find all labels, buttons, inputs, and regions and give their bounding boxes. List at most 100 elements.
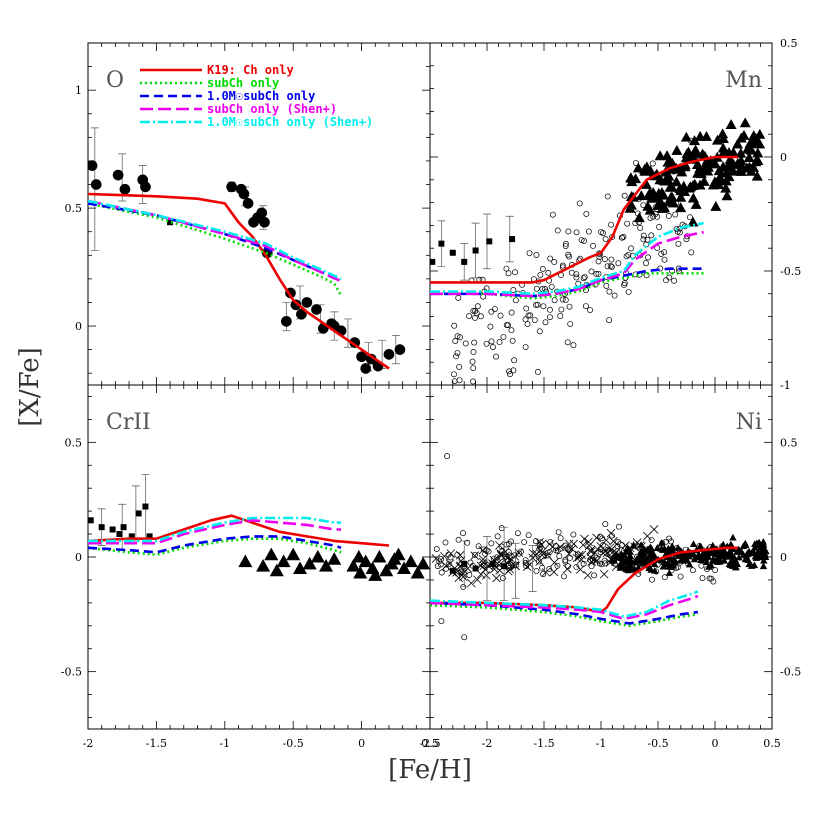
data-point-circle xyxy=(451,322,458,329)
x-tick-label: -2 xyxy=(482,737,493,750)
data-point-circle xyxy=(456,363,463,370)
data-point-cross xyxy=(649,525,659,534)
data-point-circle xyxy=(604,193,611,200)
legend-label-k19: K19: Ch only xyxy=(207,63,294,77)
data-point-triangle xyxy=(675,191,687,202)
data-point-triangle xyxy=(654,150,666,161)
data-point-cross xyxy=(596,542,606,551)
data-point-cross xyxy=(473,575,482,585)
data-point-circle xyxy=(672,211,679,218)
data-point-circle xyxy=(242,198,254,209)
data-point-triangle xyxy=(697,162,709,173)
data-point-circle xyxy=(686,214,693,221)
data-point-circle xyxy=(604,263,611,270)
data-point-circle xyxy=(615,260,622,267)
data-point-circle xyxy=(576,200,583,207)
data-point-triangle xyxy=(327,552,342,565)
data-point-circle xyxy=(455,294,462,301)
data-point-cross xyxy=(470,551,479,560)
data-point-cross xyxy=(541,567,551,577)
data-point-circle xyxy=(644,236,651,243)
data-point-circle xyxy=(461,634,468,641)
data-point-triangle xyxy=(624,202,636,213)
data-point-cross xyxy=(458,572,468,582)
data-point-triangle xyxy=(403,554,418,568)
data-point-triangle xyxy=(674,544,682,551)
data-point-cross xyxy=(481,571,491,580)
data-point-circle xyxy=(554,227,561,234)
data-point-triangle xyxy=(692,167,704,178)
data-point-circle xyxy=(640,232,647,239)
data-point-circle xyxy=(256,207,268,219)
data-point-triangle xyxy=(698,550,707,558)
data-point-triangle xyxy=(653,544,662,551)
data-point-circle xyxy=(590,242,597,249)
data-point-circle xyxy=(628,245,634,252)
data-point-circle xyxy=(675,240,682,247)
data-point-circle xyxy=(645,254,652,261)
data-point-triangle xyxy=(665,181,677,192)
data-point-circle xyxy=(525,532,532,539)
data-point-circle xyxy=(466,313,472,320)
data-point-circle xyxy=(489,344,496,351)
data-point-circle xyxy=(570,531,577,538)
data-point-triangle xyxy=(758,543,766,550)
data-point-triangle xyxy=(630,173,642,184)
data-point-circle xyxy=(603,282,610,289)
panel-data xyxy=(88,127,406,374)
data-point-circle xyxy=(654,213,661,220)
data-point-cross xyxy=(555,542,565,552)
data-point-square xyxy=(167,219,174,226)
data-point-triangle xyxy=(759,562,768,570)
y-tick-label: 0 xyxy=(780,551,787,564)
data-point-square xyxy=(98,524,105,531)
data-point-cross xyxy=(537,540,546,550)
data-point-cross xyxy=(476,570,486,579)
data-point-cross xyxy=(538,547,547,557)
data-point-circle xyxy=(673,226,680,232)
data-point-triangle xyxy=(644,204,656,215)
data-point-cross xyxy=(535,557,544,566)
data-point-triangle xyxy=(727,165,739,176)
data-point-triangle xyxy=(690,555,699,563)
data-point-circle xyxy=(438,569,445,576)
data-point-triangle xyxy=(711,178,723,189)
data-point-circle xyxy=(661,256,668,263)
data-point-circle xyxy=(647,215,654,221)
data-point-triangle xyxy=(634,557,643,564)
data-point-circle xyxy=(699,575,706,581)
data-point-circle xyxy=(472,308,479,315)
data-point-triangle xyxy=(659,546,667,553)
data-point-triangle xyxy=(658,189,670,200)
data-point-triangle xyxy=(717,142,729,153)
data-point-triangle xyxy=(689,135,701,146)
y-tick-label: 0 xyxy=(75,551,82,564)
data-point-circle xyxy=(88,160,98,171)
legend-label-shen: subCh only (Shen+) xyxy=(207,102,337,116)
data-point-circle xyxy=(549,211,556,218)
data-point-triangle xyxy=(664,562,673,570)
data-point-triangle xyxy=(696,542,704,549)
data-point-triangle xyxy=(670,176,682,187)
data-point-cross xyxy=(522,562,532,571)
data-point-circle xyxy=(624,220,631,227)
data-point-cross xyxy=(550,558,559,567)
data-point-circle xyxy=(497,312,504,319)
data-point-cross xyxy=(567,544,577,554)
data-point-triangle xyxy=(679,161,691,172)
data-point-circle xyxy=(437,561,444,568)
data-point-circle xyxy=(559,296,566,303)
data-point-triangle xyxy=(685,560,694,568)
data-point-triangle xyxy=(735,158,747,169)
data-point-circle xyxy=(582,303,589,310)
data-point-circle xyxy=(477,313,484,320)
data-point-circle xyxy=(573,274,580,281)
series-line-shen xyxy=(88,199,342,283)
data-point-triangle xyxy=(701,157,713,168)
data-point-circle xyxy=(474,303,481,310)
data-point-circle xyxy=(537,271,544,278)
data-point-circle xyxy=(238,188,250,200)
data-point-circle xyxy=(580,275,587,282)
data-point-circle xyxy=(556,553,563,560)
